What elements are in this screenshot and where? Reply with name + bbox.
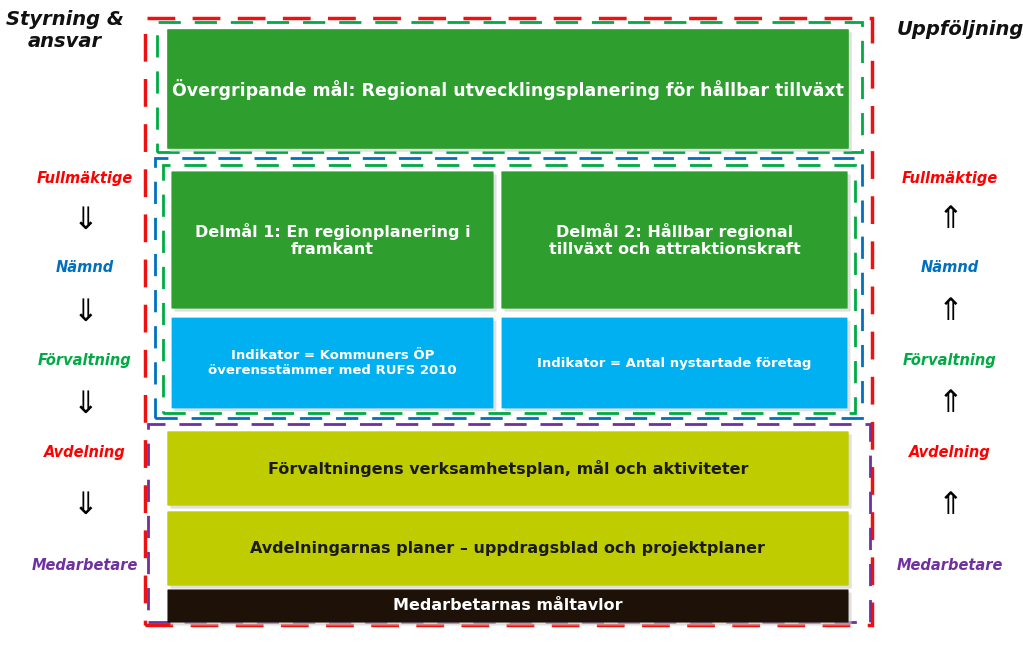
Text: Avdelning: Avdelning [44,445,126,460]
FancyBboxPatch shape [168,432,849,506]
FancyBboxPatch shape [501,171,848,309]
Text: Indikator = Kommuners ÖP
överensstämmer med RUFS 2010: Indikator = Kommuners ÖP överensstämmer … [209,349,457,377]
FancyBboxPatch shape [167,29,849,149]
Text: Uppföljning: Uppföljning [896,20,1023,39]
Bar [145,18,872,625]
Bar [157,22,862,152]
FancyBboxPatch shape [504,175,850,311]
Text: Nämnd: Nämnd [921,260,979,275]
FancyBboxPatch shape [171,593,851,625]
Bar [155,158,862,418]
Text: Fullmäktige: Fullmäktige [902,171,998,186]
Text: Medarbetare: Medarbetare [32,557,138,572]
FancyBboxPatch shape [501,318,847,408]
Text: Indikator = Antal nystartade företag: Indikator = Antal nystartade företag [537,356,811,370]
Text: ⇑: ⇑ [937,390,963,419]
FancyBboxPatch shape [170,514,852,589]
Text: Nämnd: Nämnd [56,260,115,275]
Text: Förvaltning: Förvaltning [903,353,996,368]
Text: Delmål 1: En regionplanering i
framkant: Delmål 1: En regionplanering i framkant [194,223,471,257]
Text: ⇑: ⇑ [937,490,963,519]
Text: ⇓: ⇓ [73,490,98,519]
FancyBboxPatch shape [175,175,496,311]
Text: Delmål 2: Hållbar regional
tillväxt och attraktionskraft: Delmål 2: Hållbar regional tillväxt och … [548,223,800,257]
FancyBboxPatch shape [170,32,852,152]
Text: Förvaltning: Förvaltning [38,353,132,368]
Bar [148,424,870,622]
Text: ⇑: ⇑ [937,205,963,235]
Text: Medarbetare: Medarbetare [897,557,1004,572]
FancyBboxPatch shape [172,318,493,408]
Text: ⇑: ⇑ [937,298,963,326]
FancyBboxPatch shape [504,320,850,411]
FancyBboxPatch shape [175,320,496,411]
Text: ⇓: ⇓ [73,205,98,235]
Text: Fullmäktige: Fullmäktige [37,171,133,186]
Text: Avdelningarnas planer – uppdragsblad och projektplaner: Avdelningarnas planer – uppdragsblad och… [251,541,765,556]
Bar [163,165,855,413]
FancyBboxPatch shape [172,171,493,309]
Text: Förvaltningens verksamhetsplan, mål och aktiviteter: Förvaltningens verksamhetsplan, mål och … [268,460,748,477]
Text: Styrning &
ansvar: Styrning & ansvar [6,10,124,51]
Text: Övergripande mål: Regional utvecklingsplanering för hållbar tillväxt: Övergripande mål: Regional utvecklingspl… [172,78,844,99]
FancyBboxPatch shape [168,511,849,586]
FancyBboxPatch shape [170,434,852,509]
Text: Avdelning: Avdelning [909,445,991,460]
Text: ⇓: ⇓ [73,298,98,326]
Text: Medarbetarnas måltavlor: Medarbetarnas måltavlor [393,598,623,613]
FancyBboxPatch shape [168,589,848,623]
Text: ⇓: ⇓ [73,390,98,419]
